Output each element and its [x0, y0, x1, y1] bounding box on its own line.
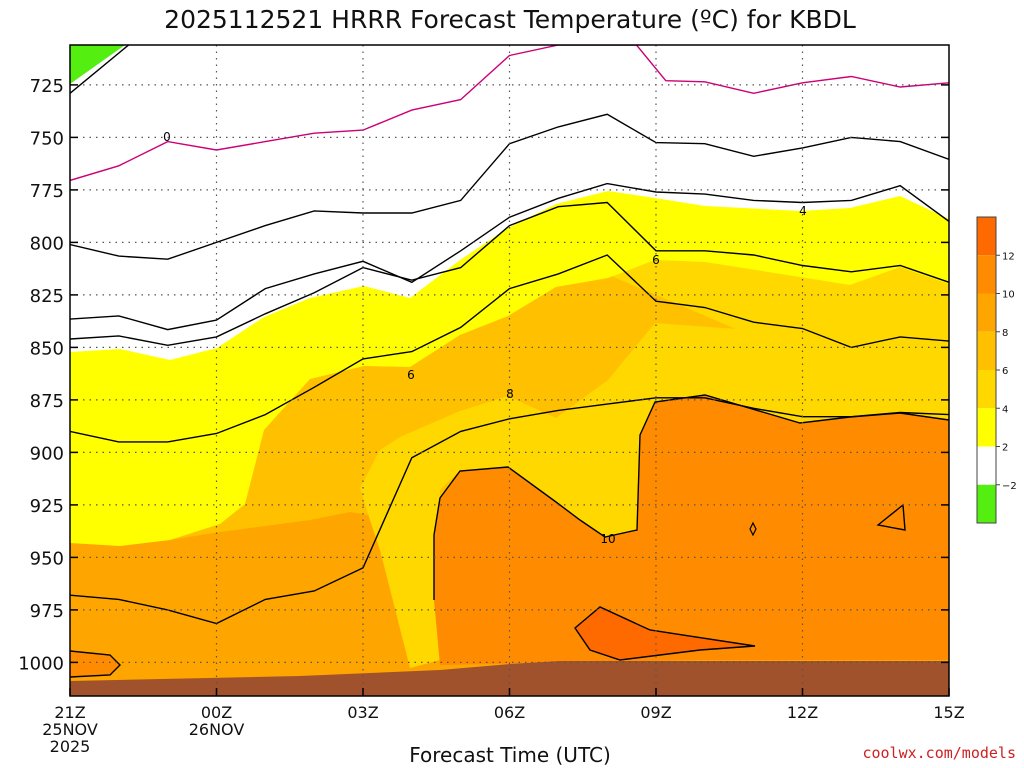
colorbar-swatch-2-4: [977, 408, 996, 447]
x-tick-label-09Z: 09Z: [640, 703, 671, 722]
contour-label-8: 8: [506, 387, 514, 401]
contour-line--2: [70, 45, 130, 94]
x-tick-label-12Z: 12Z: [787, 703, 818, 722]
contour-line-small-closed: [876, 503, 906, 531]
contour-line-tiny-closed: [749, 521, 757, 537]
fill-core-orange-12-to-14: [575, 607, 755, 660]
y-tick-label-725: 725: [30, 76, 64, 97]
fill-core-orange-10-to-12: [434, 395, 949, 665]
y-tick-label-825: 825: [30, 286, 64, 307]
contour-label-0: 0: [163, 130, 171, 144]
contour-line-10-inner: [433, 394, 949, 600]
fill-near-surface-orange: [70, 651, 120, 677]
y-tick-label-975: 975: [30, 601, 64, 622]
contour-label-4: 4: [799, 204, 807, 218]
y-tick-label-850: 850: [30, 338, 64, 359]
colorbar-swatch-4-6: [977, 370, 996, 409]
gridlines: [70, 45, 949, 696]
y-tick-label-775: 775: [30, 181, 64, 202]
x-axis-label: Forecast Time (UTC): [409, 743, 611, 767]
contour-line-12-core: [574, 606, 756, 661]
x-tick-label-03Z: 03Z: [347, 703, 378, 722]
x-tick-label-00Z: 00Z: [201, 703, 232, 722]
colorbar-tick-label-4: 4: [1002, 404, 1008, 415]
x-tick-label-21Z: 21Z: [54, 703, 85, 722]
y-tick-label-900: 900: [30, 443, 64, 464]
y-tick-label-800: 800: [30, 233, 64, 254]
x-tick-label-26NOV: 26NOV: [189, 720, 245, 739]
colorbar-legend: 12 10 8 6 4 2 −2: [976, 216, 1017, 524]
colorbar-swatch-10-12: [977, 255, 996, 294]
x-tick-label-15Z: 15Z: [933, 703, 964, 722]
x-tick-label-25NOV: 25NOV: [42, 720, 98, 739]
colorbar-swatch-8-10: [977, 293, 996, 332]
colorbar-tick-label-8: 8: [1002, 328, 1008, 339]
y-tick-label-750: 750: [30, 128, 64, 149]
contour-line-10-surface: [70, 650, 121, 678]
contour-line-8: [70, 254, 949, 443]
y-tick-label-950: 950: [30, 548, 64, 569]
colorbar-tick-label-2: 2: [1002, 443, 1008, 454]
y-tick-label-875: 875: [30, 391, 64, 412]
colorbar-swatch--4--2: [977, 484, 996, 523]
contour-label-6: 6: [407, 368, 415, 382]
colorbar-swatch-6-8: [977, 331, 996, 370]
x-tick-label-06Z: 06Z: [494, 703, 525, 722]
x-tick-label-2025: 2025: [50, 737, 91, 756]
colorbar-tick-label-12: 12: [1002, 251, 1015, 262]
fill-band-green-below-minus2: [70, 45, 125, 84]
y-axis-ticks: 725 750 775 800 825 850 875 900 925 950 975 1000: [18, 76, 949, 674]
credit-link[interactable]: coolwx.com/models: [862, 744, 1016, 762]
colorbar-swatch-12-14: [977, 217, 996, 256]
ground-below-surface: [70, 661, 949, 696]
contour-line-6: [70, 201, 949, 347]
colorbar-tick-label-6: 6: [1002, 366, 1008, 377]
colorbar-tick-label-10: 10: [1002, 290, 1015, 301]
colorbar-swatch--2-2: [977, 446, 996, 485]
contour-label-10: 10: [600, 532, 615, 546]
y-tick-label-1000: 1000: [18, 653, 64, 674]
colorbar-tick-label--2: −2: [1002, 481, 1017, 492]
chart-title: 2025112521 HRRR Forecast Temperature (ºC…: [164, 5, 856, 34]
y-tick-label-925: 925: [30, 496, 64, 517]
